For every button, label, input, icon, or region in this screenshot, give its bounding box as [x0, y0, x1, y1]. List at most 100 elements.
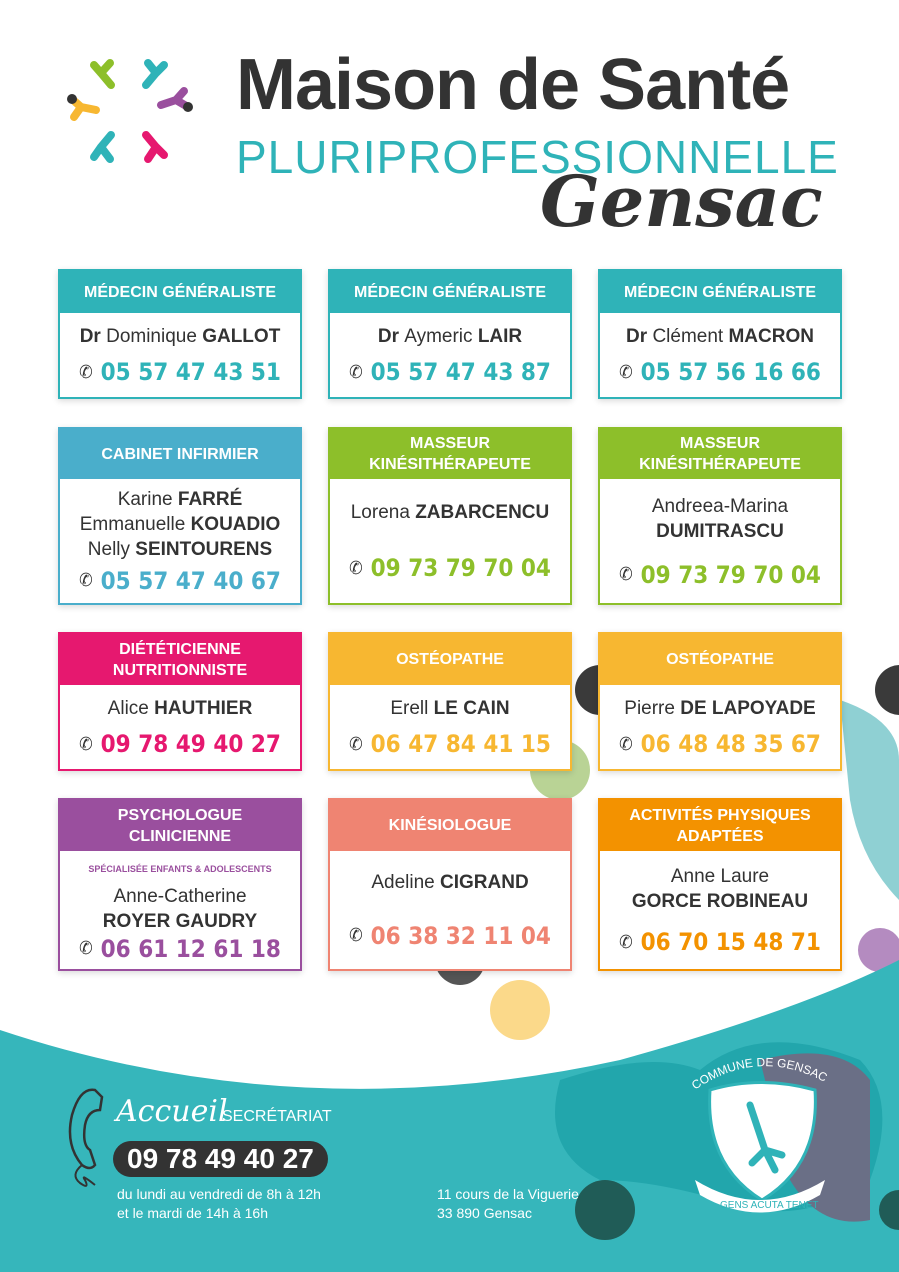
card-title: MASSEUR KINÉSITHÉRAPEUTE	[600, 429, 840, 479]
phone-icon: ✆	[79, 733, 93, 755]
practitioner-name: Adeline CIGRAND	[371, 870, 528, 895]
hours-line: du lundi au vendredi de 8h à 12h	[117, 1186, 321, 1202]
last-name: HAUTHIER	[154, 697, 253, 719]
practitioner-name: Nelly SEINTOURENS	[80, 537, 281, 562]
phone-number: 05 57 56 16 66	[640, 358, 821, 387]
phone-number: 06 61 12 61 18	[100, 934, 281, 963]
practitioner-card: DIÉTÉTICIENNE NUTRITIONNISTE Alice HAUTH…	[58, 632, 302, 771]
practitioner-name: DUMITRASCU	[652, 519, 788, 544]
secretariat-label: SECRÉTARIAT	[222, 1108, 332, 1125]
phone-link[interactable]: ✆ 09 73 79 70 04	[349, 554, 551, 582]
phone-icon: ✆	[619, 361, 633, 383]
phone-number: 09 73 79 70 04	[640, 560, 821, 589]
phone-link[interactable]: ✆ 06 47 84 41 15	[349, 730, 551, 758]
practitioner-name: Anne Laure	[632, 864, 808, 889]
practitioner-name: Pierre DE LAPOYADE	[624, 696, 815, 721]
phone-link[interactable]: ✆ 09 78 49 40 27	[79, 730, 281, 758]
page-title: Maison de Santé	[236, 45, 790, 125]
first-name: Pierre	[624, 697, 681, 719]
phone-number: 06 47 84 41 15	[370, 730, 551, 759]
town-name: Gensac	[540, 160, 823, 243]
first-name: Alice	[107, 697, 155, 719]
address-line: 33 890 Gensac	[437, 1205, 532, 1221]
practitioner-card: MÉDECIN GÉNÉRALISTE Dr Clément MACRON ✆ 0…	[598, 269, 842, 399]
phone-number: 05 57 47 40 67	[100, 566, 281, 595]
practitioner-name: GORCE ROBINEAU	[632, 889, 808, 914]
secretariat-phone[interactable]: 09 78 49 40 27	[113, 1141, 328, 1177]
practitioner-card: PSYCHOLOGUE CLINICIENNE SPÉCIALISÉE ENFA…	[58, 798, 302, 971]
last-name: KOUADIO	[190, 514, 281, 536]
practitioner-name: Emmanuelle KOUADIO	[80, 512, 281, 537]
logo-icon	[67, 59, 193, 163]
practitioner-card: MASSEUR KINÉSITHÉRAPEUTE Andreea-Marina D…	[598, 427, 842, 605]
first-name: Nelly	[87, 539, 136, 561]
practitioner-name: Dr Aymeric LAIR	[378, 324, 522, 349]
phone-link[interactable]: ✆ 05 57 47 40 67	[79, 567, 281, 595]
phone-number: 05 57 47 43 87	[370, 358, 551, 387]
practitioner-name: Lorena ZABARCENCU	[351, 500, 550, 525]
last-name: FARRÉ	[177, 489, 243, 511]
first-name: Anne Laure	[670, 866, 770, 887]
last-name: SEINTOURENS	[135, 539, 273, 561]
practitioner-card: ACTIVITÉS PHYSIQUES ADAPTÉES Anne Laure G…	[598, 798, 842, 971]
telephone-icon	[68, 1088, 104, 1187]
phone-icon: ✆	[349, 733, 363, 755]
first-name: Erell	[390, 697, 434, 719]
phone-number: 09 78 49 40 27	[100, 730, 281, 759]
last-name: LAIR	[477, 325, 523, 347]
phone-link[interactable]: ✆ 09 73 79 70 04	[619, 561, 821, 589]
phone-link[interactable]: ✆ 06 61 12 61 18	[79, 935, 281, 963]
opening-hours: du lundi au vendredi de 8h à 12h et le m…	[117, 1185, 321, 1223]
practitioner-card: MASSEUR KINÉSITHÉRAPEUTE Lorena ZABARCEN…	[328, 427, 572, 605]
last-name: GALLOT	[202, 325, 281, 347]
phone-link[interactable]: ✆ 05 57 47 43 51	[79, 358, 281, 386]
phone-link[interactable]: ✆ 06 48 48 35 67	[619, 730, 821, 758]
last-name: DUMITRASCU	[656, 520, 784, 542]
practitioner-card: MÉDECIN GÉNÉRALISTE Dr Dominique GALLOT …	[58, 269, 302, 399]
page-subtitle: PLURIPROFESSIONNELLE	[236, 131, 839, 183]
card-specialty: SPÉCIALISÉE ENFANTS & ADOLESCENTS	[88, 864, 272, 875]
last-name: ROYER GAUDRY	[102, 911, 258, 933]
accueil-label: Accueil	[116, 1094, 228, 1129]
card-title: PSYCHOLOGUE CLINICIENNE	[60, 800, 300, 851]
hours-line: et le mardi de 14h à 16h	[117, 1205, 268, 1221]
card-title: MÉDECIN GÉNÉRALISTE	[60, 271, 300, 313]
card-title: MÉDECIN GÉNÉRALISTE	[330, 271, 570, 313]
first-name: Aymeric	[404, 325, 478, 347]
last-name: LE CAIN	[433, 697, 510, 719]
card-title: ACTIVITÉS PHYSIQUES ADAPTÉES	[600, 800, 840, 851]
card-title: CABINET INFIRMIER	[60, 429, 300, 479]
card-title: KINÉSIOLOGUE	[330, 800, 570, 851]
phone-icon: ✆	[79, 570, 93, 592]
card-title: MASSEUR KINÉSITHÉRAPEUTE	[330, 429, 570, 479]
practitioner-card: OSTÉOPATHE Pierre DE LAPOYADE ✆ 06 48 48 …	[598, 632, 842, 771]
card-title: OSTÉOPATHE	[600, 634, 840, 685]
address: 11 cours de la Viguerie 33 890 Gensac	[437, 1185, 579, 1223]
last-name: DE LAPOYADE	[680, 697, 816, 719]
phone-number: 09 73 79 70 04	[370, 554, 551, 583]
practitioner-name: Erell LE CAIN	[390, 696, 509, 721]
phone-link[interactable]: ✆ 06 38 32 11 04	[349, 922, 551, 950]
phone-icon: ✆	[349, 925, 363, 947]
practitioner-name: Dr Clément MACRON	[626, 324, 814, 349]
card-title: DIÉTÉTICIENNE NUTRITIONNISTE	[60, 634, 300, 685]
practitioner-card: KINÉSIOLOGUE Adeline CIGRAND ✆ 06 38 32 1…	[328, 798, 572, 971]
first-name: Karine	[117, 489, 178, 511]
phone-icon: ✆	[79, 938, 93, 960]
phone-link[interactable]: ✆ 06 70 15 48 71	[619, 928, 821, 956]
practitioner-name: Dr Dominique GALLOT	[80, 324, 281, 349]
first-name: Anne-Catherine	[113, 886, 247, 908]
practitioner-name: Karine FARRÉ	[80, 487, 281, 512]
phone-number: 05 57 47 43 51	[100, 358, 281, 387]
phone-link[interactable]: ✆ 05 57 47 43 87	[349, 358, 551, 386]
phone-icon: ✆	[349, 361, 363, 383]
last-name: ZABARCENCU	[415, 501, 550, 523]
practitioner-card: MÉDECIN GÉNÉRALISTE Dr Aymeric LAIR ✆ 05 …	[328, 269, 572, 399]
phone-icon: ✆	[349, 557, 363, 579]
phone-number: 06 38 32 11 04	[370, 921, 551, 950]
seal-motto: GENS ACUTA TENET	[720, 1200, 819, 1211]
phone-icon: ✆	[79, 361, 93, 383]
phone-link[interactable]: ✆ 05 57 56 16 66	[619, 358, 821, 386]
first-name: Adeline	[371, 872, 440, 894]
address-line: 11 cours de la Viguerie	[437, 1186, 579, 1202]
